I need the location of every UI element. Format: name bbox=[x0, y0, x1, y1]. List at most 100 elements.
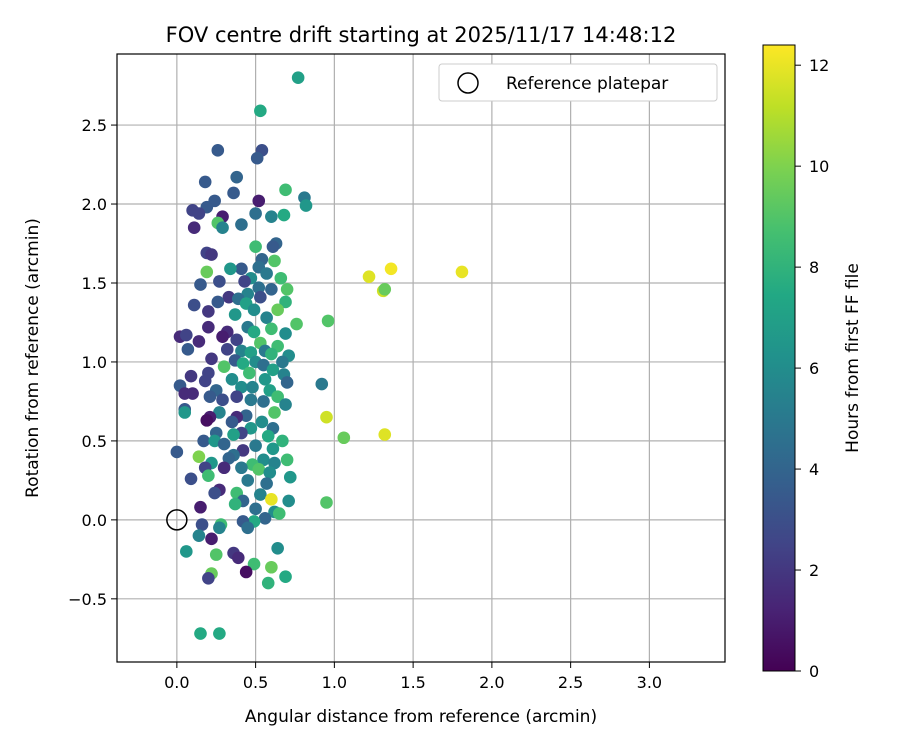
data-point bbox=[279, 570, 292, 584]
data-point bbox=[271, 303, 284, 317]
data-point bbox=[320, 496, 333, 509]
data-point bbox=[181, 343, 195, 356]
data-point bbox=[283, 470, 297, 484]
data-point bbox=[180, 328, 193, 342]
y-tick-label: −0.5 bbox=[68, 590, 107, 609]
data-point bbox=[230, 390, 244, 403]
data-point bbox=[378, 428, 392, 441]
data-point bbox=[265, 322, 278, 336]
data-point bbox=[216, 330, 229, 343]
colorbar: 0 2 4 6 8 10 12 Hours from first FF file bbox=[762, 44, 863, 681]
data-point bbox=[198, 175, 212, 189]
data-point bbox=[205, 248, 218, 261]
data-point bbox=[271, 541, 284, 555]
data-point bbox=[213, 275, 226, 288]
data-point bbox=[247, 303, 261, 317]
legend: Reference platepar bbox=[438, 63, 718, 102]
data-point bbox=[272, 507, 286, 520]
data-point bbox=[228, 497, 242, 511]
data-point bbox=[290, 317, 303, 331]
data-point bbox=[224, 262, 237, 276]
data-point bbox=[276, 355, 289, 369]
x-tick-label: 3.0 bbox=[637, 673, 662, 692]
data-point bbox=[271, 390, 284, 403]
data-point bbox=[378, 283, 392, 296]
data-point bbox=[178, 387, 192, 400]
data-point bbox=[217, 437, 231, 451]
data-point bbox=[187, 298, 201, 312]
colorbar-tick-label: 8 bbox=[809, 258, 819, 277]
data-point bbox=[198, 374, 212, 388]
data-point bbox=[202, 572, 215, 585]
data-point bbox=[261, 429, 275, 443]
legend-reference-icon bbox=[457, 72, 479, 94]
data-point bbox=[227, 428, 240, 441]
data-point bbox=[279, 398, 292, 411]
y-axis-ticks: −0.5 0.0 0.5 1.0 1.5 2.0 2.5 bbox=[68, 116, 117, 609]
data-point bbox=[254, 290, 267, 304]
data-point bbox=[192, 529, 206, 542]
data-point bbox=[211, 144, 225, 157]
data-point bbox=[235, 461, 248, 475]
y-tick-label: 2.5 bbox=[82, 116, 107, 135]
data-point bbox=[208, 486, 221, 500]
data-point bbox=[170, 445, 184, 459]
data-point bbox=[252, 281, 266, 295]
data-point bbox=[247, 325, 261, 339]
colorbar-tick-label: 6 bbox=[809, 359, 819, 378]
data-point bbox=[184, 369, 198, 383]
data-point bbox=[235, 380, 248, 394]
y-tick-label: 0.0 bbox=[82, 511, 107, 530]
data-point bbox=[291, 71, 305, 84]
data-point bbox=[279, 183, 292, 197]
data-point bbox=[384, 262, 398, 276]
y-tick-label: 2.0 bbox=[82, 195, 107, 214]
y-tick-label: 1.0 bbox=[82, 353, 107, 372]
data-point bbox=[265, 347, 278, 361]
data-point bbox=[222, 290, 236, 304]
data-point bbox=[247, 557, 261, 571]
data-point bbox=[205, 352, 218, 366]
data-point bbox=[216, 221, 229, 235]
data-point bbox=[266, 363, 280, 377]
data-point bbox=[260, 311, 273, 325]
data-point bbox=[217, 360, 231, 373]
data-point bbox=[276, 434, 289, 448]
data-point bbox=[257, 395, 270, 408]
data-point bbox=[265, 493, 278, 506]
data-point bbox=[213, 627, 226, 640]
data-point bbox=[200, 414, 214, 427]
y-tick-label: 0.5 bbox=[82, 432, 107, 451]
data-point bbox=[268, 254, 281, 268]
data-point bbox=[200, 265, 214, 279]
data-point bbox=[257, 358, 270, 372]
data-point bbox=[282, 494, 295, 508]
data-point bbox=[249, 207, 262, 220]
colorbar-tick-label: 2 bbox=[809, 561, 819, 580]
x-tick-label: 2.0 bbox=[479, 673, 504, 692]
data-point bbox=[220, 343, 234, 356]
y-tick-label: 1.5 bbox=[82, 274, 107, 293]
data-point bbox=[315, 377, 329, 391]
data-point bbox=[254, 104, 267, 118]
data-point bbox=[249, 502, 262, 516]
x-tick-label: 1.0 bbox=[322, 673, 347, 692]
data-point bbox=[266, 442, 280, 456]
data-point bbox=[236, 357, 250, 370]
data-point bbox=[211, 295, 225, 309]
data-point bbox=[180, 545, 193, 558]
data-point bbox=[202, 320, 215, 334]
data-point bbox=[236, 444, 250, 457]
data-point bbox=[258, 511, 272, 525]
data-point bbox=[213, 406, 226, 419]
data-point bbox=[239, 409, 253, 422]
data-point bbox=[241, 521, 255, 535]
colorbar-tick-label: 4 bbox=[809, 460, 819, 479]
data-point bbox=[194, 627, 207, 640]
colorbar-label: Hours from first FF file bbox=[843, 263, 863, 453]
x-tick-label: 2.5 bbox=[558, 673, 583, 692]
reference-marker bbox=[166, 509, 188, 531]
data-point bbox=[243, 366, 256, 380]
data-point bbox=[202, 469, 215, 482]
data-point bbox=[265, 210, 278, 223]
